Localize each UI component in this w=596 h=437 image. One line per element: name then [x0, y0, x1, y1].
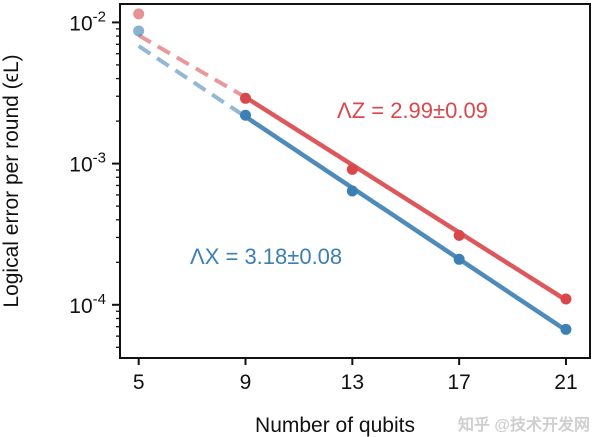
- fit-extrapolated-x: [137, 44, 247, 119]
- lambda-z-annotation: ΛZ = 2.99±0.09: [337, 98, 488, 123]
- fit-line-x: [244, 114, 568, 333]
- x-tick-label-17: 17: [447, 371, 470, 394]
- point-z-17: [453, 229, 465, 241]
- y-axis-label: Logical error per round (ϵL): [0, 54, 23, 307]
- series-layer: [133, 8, 572, 335]
- point-x-21: [560, 323, 572, 335]
- x-tick-label-21: 21: [554, 371, 577, 394]
- y-tick-label-2: 10-4: [69, 291, 106, 318]
- fit-extrapolated-z: [137, 33, 247, 99]
- x-tick-label-13: 13: [341, 371, 364, 394]
- fit-line-z: [244, 95, 568, 302]
- plot-frame: [119, 3, 591, 359]
- point-x-5: [133, 25, 145, 37]
- x-axis-label: Number of qubits: [255, 414, 415, 437]
- x-tick-label-5: 5: [133, 371, 145, 394]
- lambda-x-annotation: ΛX = 3.18±0.08: [190, 244, 342, 269]
- point-x-13: [346, 185, 358, 197]
- y-tick-label-1: 10-3: [69, 150, 106, 177]
- axes-layer: 5 9 13 17 21 10-2 10-3 10-4: [69, 3, 591, 394]
- point-x-9: [240, 109, 252, 121]
- y-tick-label-0: 10-2: [69, 8, 106, 35]
- point-z-13: [346, 163, 358, 175]
- point-z-5: [133, 8, 145, 20]
- watermark-text: 知乎 @技术开发网: [458, 415, 590, 434]
- text-layer: Logical error per round (ϵL) Number of q…: [0, 54, 590, 437]
- x-tick-label-9: 9: [240, 371, 252, 394]
- point-z-21: [560, 293, 572, 305]
- point-x-17: [453, 253, 465, 265]
- point-z-9: [240, 92, 252, 104]
